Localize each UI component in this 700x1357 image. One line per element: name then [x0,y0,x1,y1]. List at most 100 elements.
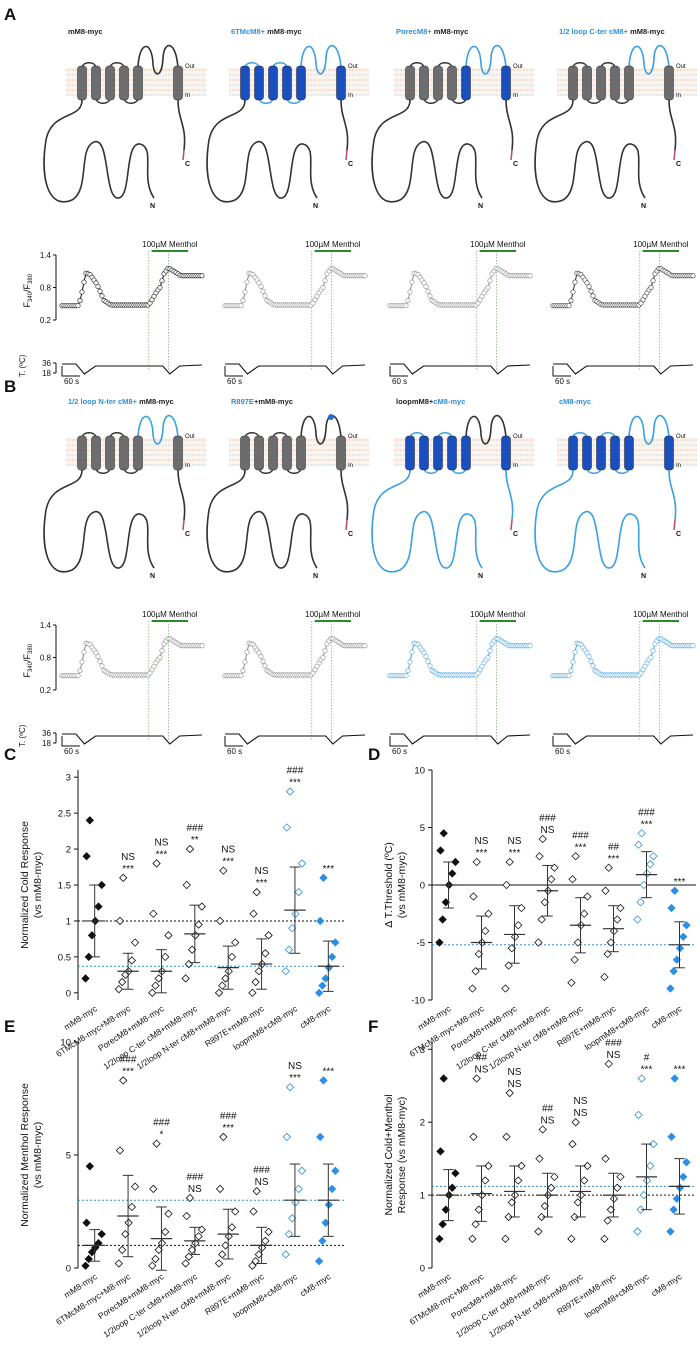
significance-label: NS [574,1096,588,1107]
trace-point [648,654,654,660]
time-scale-bar [224,736,243,747]
significance-label: *** [156,849,168,860]
trace-point [487,648,493,654]
n-terminus [534,99,646,203]
data-point [547,1183,556,1192]
tm-helix [461,65,471,101]
data-point [215,916,225,926]
data-point [603,1216,612,1225]
c-terminus-tip [510,149,513,161]
data-point [149,1184,158,1194]
data-point [517,1161,526,1171]
data-point [248,988,257,997]
topology-n: N [313,573,318,580]
tm-helix [568,435,578,471]
significance-label: ### [539,813,556,824]
tm-helix [254,65,264,101]
data-point [481,1176,490,1185]
tm-helix [282,435,292,471]
trace-point [572,279,578,285]
panel-label: C [4,745,16,764]
significance-label: ## [542,1103,554,1114]
trace-point [157,284,163,290]
y-tick-label: 10 [414,766,425,777]
significance-label: *** [322,864,334,875]
data-point [637,829,646,838]
tm-helix [610,435,620,471]
data-point [227,1223,237,1232]
construct-title-part: 1/2 loop C-ter cM8+ [559,27,629,36]
data-point [471,967,480,976]
data-point [613,1183,622,1192]
c-terminus [340,99,349,151]
trace-point [409,649,415,655]
data-point [633,915,642,924]
data-point [285,1083,295,1092]
trace-point [690,643,696,649]
trace-point [199,273,205,279]
data-point [164,931,173,940]
tm-helix [240,65,250,101]
topology-in: In [348,93,353,99]
trace-point [262,293,268,299]
trace-point [362,273,368,279]
trace-point [93,280,99,286]
y-tick-label: 0.2 [40,686,52,695]
c-terminus [177,469,186,521]
data-point [314,1257,324,1266]
n-terminus [43,469,155,573]
trace-point [425,658,431,664]
data-point [331,938,340,947]
n-terminus [43,99,155,203]
data-point [538,834,547,844]
y-axis-label: Δ T.Threshold (ºC) [383,842,395,928]
time-scale-label: 60 s [64,747,79,756]
data-point [568,875,577,884]
data-point [468,984,477,993]
significance-label: *** [641,1064,653,1075]
significance-label: NS [475,1064,489,1075]
data-point [682,1158,691,1167]
data-point [249,1207,258,1216]
data-point [435,1234,444,1244]
y-tick-label: 0 [66,1264,71,1275]
trace-point [586,284,592,290]
trace-point [421,650,427,656]
y-tick-label: 0.8 [40,654,52,663]
stimulus-label: 100µM Menthol [470,610,526,619]
data-point [84,952,93,962]
time-scale-label: 60 s [227,377,242,386]
significance-label: *** [509,848,521,859]
n-terminus [371,469,483,573]
tm-helix [447,435,457,471]
significance-label: ### [186,823,203,834]
data-point [127,956,137,965]
significance-label: NS [541,825,555,836]
temperature-trace [225,363,366,375]
trace-point [362,643,368,649]
topology-n: N [478,573,483,580]
trace-point [75,303,81,309]
data-point [436,846,445,855]
y-axis-label-part: 340 [28,661,34,672]
trace-point [95,284,101,290]
y-tick-label: 1.4 [40,251,52,260]
data-point [484,1161,493,1171]
data-point [601,886,610,895]
trace-point [407,659,413,665]
significance-label: ## [476,1052,488,1063]
data-point [261,1236,270,1246]
trace-point [590,663,596,669]
significance-label: *** [641,819,653,830]
data-point [576,1190,586,1200]
data-point [231,938,240,947]
c-terminus-tip [182,519,185,531]
construct-title-part: PorecM8+ [396,27,432,36]
time-scale-bar [552,736,571,747]
c-terminus-tip [673,519,676,531]
data-point [514,1176,523,1185]
data-point [609,1194,619,1203]
y-axis-label: Normalized Menthol Response [19,1083,31,1227]
c-terminus [177,99,186,151]
data-point [567,978,576,987]
